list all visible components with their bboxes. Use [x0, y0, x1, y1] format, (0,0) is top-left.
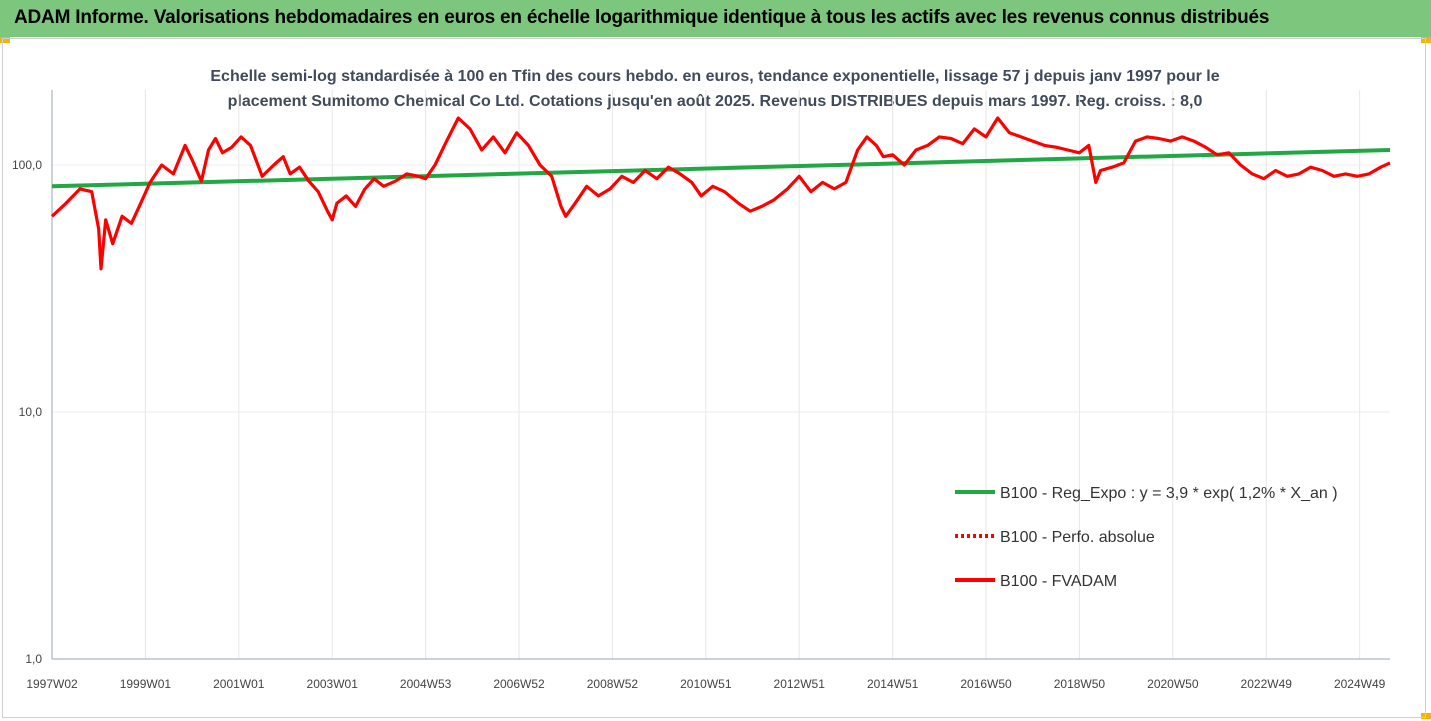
corner-marker-bottom-right: [1421, 713, 1431, 719]
x-tick-label: 2018W50: [1054, 677, 1106, 691]
regression-line: [51, 148, 1391, 189]
x-tick-label: 2003W01: [307, 677, 359, 691]
x-tick-label: 2014W51: [867, 677, 919, 691]
y-tick-label: 10,0: [19, 405, 43, 419]
fvadam-line: [50, 116, 1391, 271]
chart-subtitle: Echelle semi-log standardisée à 100 en T…: [150, 64, 1280, 114]
corner-marker-top-right: [1421, 37, 1431, 43]
x-tick-label: 2012W51: [774, 677, 826, 691]
x-tick-label: 1997W02: [26, 677, 78, 691]
y-tick-label: 1,0: [25, 652, 42, 666]
chart-frame: [2, 38, 1426, 718]
corner-marker-top-left: [0, 37, 10, 43]
x-tick-label: 2006W52: [493, 677, 545, 691]
chart-subtitle-line-1: Echelle semi-log standardisée à 100 en T…: [210, 68, 1220, 85]
x-tick-label: 1999W01: [120, 677, 172, 691]
legend-label: B100 - Perfo. absolue: [1000, 529, 1155, 546]
legend-label: B100 - FVADAM: [1000, 573, 1117, 590]
x-tick-label: 2022W49: [1241, 677, 1293, 691]
x-tick-label: 2010W51: [680, 677, 732, 691]
y-tick-label: 100,0: [12, 158, 42, 172]
chart-subtitle-line-2: placement Sumitomo Chemical Co Ltd. Cota…: [227, 93, 1203, 110]
header-banner: ADAM Informe. Valorisations hebdomadaire…: [0, 0, 1431, 37]
page-title: ADAM Informe. Valorisations hebdomadaire…: [14, 7, 1270, 28]
x-tick-label: 2008W52: [587, 677, 639, 691]
x-tick-label: 2004W53: [400, 677, 452, 691]
x-tick-label: 2020W50: [1147, 677, 1199, 691]
legend-label: B100 - Reg_Expo : y = 3,9 * exp( 1,2% * …: [1000, 485, 1338, 502]
x-tick-label: 2024W49: [1334, 677, 1386, 691]
x-tick-label: 2001W01: [213, 677, 265, 691]
x-tick-label: 2016W50: [960, 677, 1012, 691]
